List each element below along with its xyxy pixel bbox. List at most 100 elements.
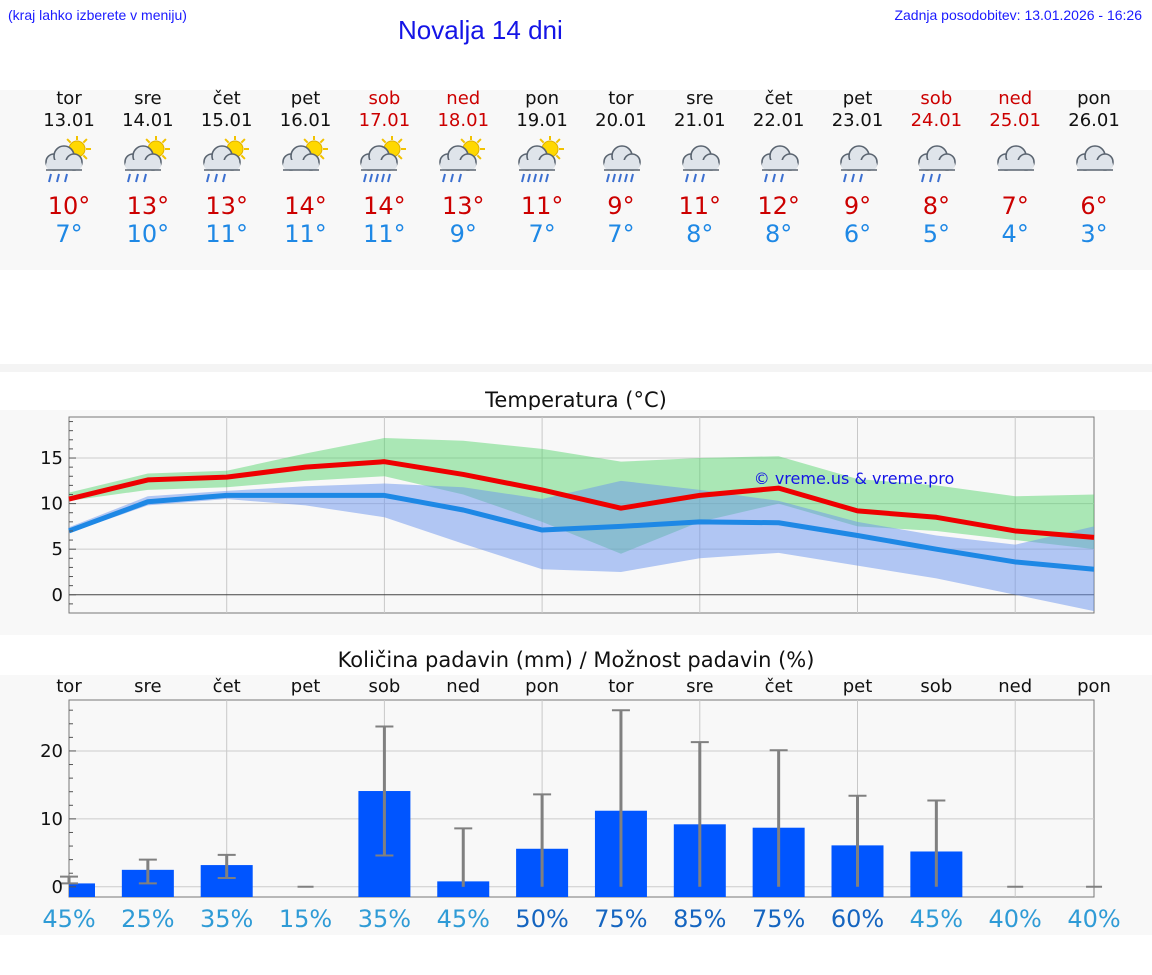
day-column: sre 21.01 11° 8° [661, 88, 739, 248]
daily-forecast-panel [0, 90, 1152, 270]
day-name: pon [525, 88, 560, 109]
cloud-icon [985, 136, 1045, 186]
day-name: ned [446, 88, 481, 109]
precipitation-probability: 25% [121, 905, 174, 933]
precipitation-bar [437, 881, 490, 897]
precipitation-probability: 35% [358, 905, 411, 933]
max-temperature: 9° [607, 192, 635, 220]
day-column: ned 25.01 7° 4° [976, 88, 1054, 248]
cloud-rain-icon [670, 136, 730, 186]
day-column: pon 26.01 6° 3° [1055, 88, 1133, 248]
min-temperature: 10° [126, 220, 170, 248]
category-label: pon [1077, 676, 1111, 697]
day-name: pon [1077, 88, 1111, 109]
category-label: pet [843, 676, 873, 697]
day-column: pet 23.01 9° 6° [819, 88, 897, 248]
day-date: 18.01 [437, 110, 490, 131]
precipitation-probability: 75% [594, 905, 647, 933]
day-date: 22.01 [752, 110, 805, 131]
day-name: tor [608, 88, 634, 109]
divider [0, 364, 1152, 372]
day-name: sob [368, 88, 401, 109]
day-column: pon 19.01 11° 7° [503, 88, 581, 248]
precipitation-probability: 40% [989, 905, 1042, 933]
max-temperature: 11° [678, 192, 722, 220]
category-label: tor [608, 676, 634, 697]
day-date: 24.01 [910, 110, 963, 131]
max-temperature: 13° [126, 192, 170, 220]
cloud-icon [1064, 136, 1124, 186]
category-label: sre [686, 676, 713, 697]
day-name: čet [764, 88, 793, 109]
day-date: 14.01 [122, 110, 174, 131]
day-date: 17.01 [358, 110, 411, 131]
min-temperature: 11° [205, 220, 248, 248]
sun-cloud-rain-icon [39, 135, 99, 186]
max-temperature: 13° [441, 192, 485, 220]
y-tick-label: 10 [40, 494, 63, 515]
max-temperature: 11° [520, 192, 564, 220]
day-date: 20.01 [595, 110, 647, 131]
location-hint: (kraj lahko izberete v meniju) [8, 7, 187, 23]
day-column: pet 16.01 14° 11° [267, 88, 345, 248]
precipitation-probability: 40% [1067, 905, 1120, 933]
max-temperature: 14° [363, 192, 406, 220]
day-name: pet [290, 88, 321, 109]
min-temperature: 4° [1001, 220, 1029, 248]
max-temperature-line [68, 459, 1095, 540]
page-title: Novalja 14 dni [398, 15, 563, 45]
day-name: tor [56, 88, 82, 109]
day-column: sob 24.01 8° 5° [897, 88, 975, 248]
day-date: 23.01 [831, 110, 884, 131]
min-temperature: 7° [55, 220, 83, 248]
cloud-heavy-rain-icon [591, 136, 651, 186]
min-temperature: 7° [607, 220, 635, 248]
y-tick-label: 10 [40, 809, 63, 830]
category-label: sob [920, 676, 952, 697]
sun-cloud-heavy-rain-icon [354, 135, 414, 186]
min-temperature: 11° [363, 220, 406, 248]
precipitation-probability: 75% [752, 905, 805, 933]
day-date: 21.01 [674, 110, 726, 131]
y-tick-label: 20 [40, 741, 63, 762]
day-column: tor 20.01 9° 7° [582, 88, 660, 248]
y-tick-label: 5 [52, 539, 63, 560]
min-temperature-line [68, 492, 1095, 572]
category-label: ned [998, 676, 1032, 697]
category-label: čet [213, 676, 241, 697]
max-temperature: 10° [47, 192, 91, 220]
max-temperature: 6° [1080, 192, 1108, 220]
sun-cloud-icon [276, 135, 336, 186]
category-label: tor [56, 676, 82, 697]
day-name: sre [686, 88, 714, 109]
min-temperature: 5° [922, 220, 950, 248]
day-column: čet 15.01 13° 11° [188, 88, 266, 248]
sun-cloud-rain-icon [433, 135, 493, 186]
min-temperature: 11° [284, 220, 327, 248]
cloud-rain-icon [906, 136, 966, 186]
precipitation-probability: 45% [437, 905, 490, 933]
max-temperature: 12° [757, 192, 800, 220]
category-label: pet [291, 676, 321, 697]
precipitation-chart-title: Količina padavin (mm) / Možnost padavin … [337, 648, 815, 672]
day-name: sre [134, 88, 162, 109]
precipitation-bar [69, 883, 95, 897]
day-name: čet [212, 88, 241, 109]
category-label: sob [368, 676, 400, 697]
day-name: ned [998, 88, 1033, 109]
day-column: ned 18.01 13° 9° [424, 88, 502, 248]
cloud-rain-icon [828, 136, 888, 186]
day-column: sre 14.01 13° 10° [109, 88, 187, 248]
max-temperature: 8° [922, 192, 950, 220]
min-temperature: 8° [686, 220, 714, 248]
day-column: tor 13.01 10° 7° [30, 88, 108, 248]
precipitation-probability: 45% [910, 905, 963, 933]
temperature-chart: 0 5 10 15 © vreme.us & vreme.pro [40, 416, 1095, 614]
day-date: 16.01 [279, 110, 332, 131]
day-name: sob [920, 88, 953, 109]
min-temperature: 8° [765, 220, 793, 248]
day-date: 25.01 [989, 110, 1041, 131]
precipitation-chart: tor sre čet pet sob ned pon tor sre čet pet sob ned p… [40, 676, 1121, 933]
sun-cloud-rain-icon [197, 135, 257, 186]
last-updated: Zadnja posodobitev: 13.01.2026 - 16:26 [894, 7, 1142, 23]
